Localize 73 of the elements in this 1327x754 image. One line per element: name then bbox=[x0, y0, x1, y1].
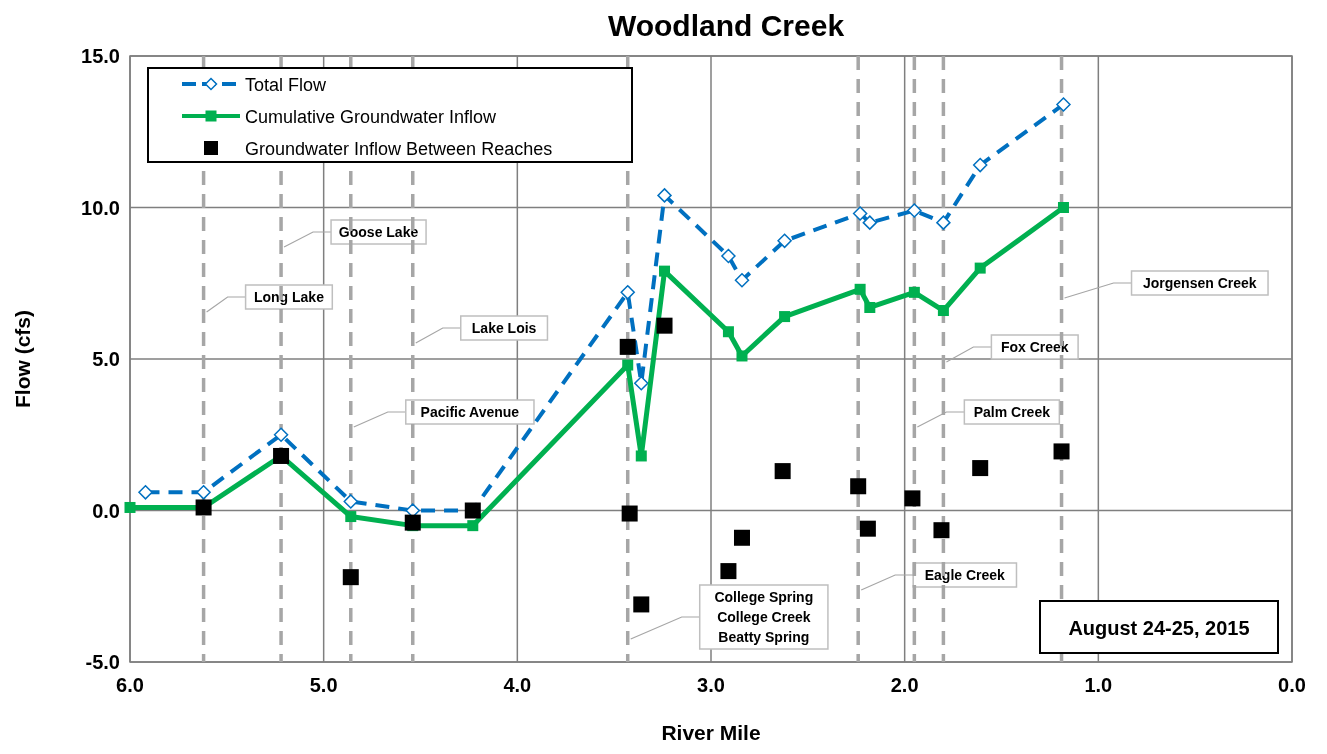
x-tick-label: 6.0 bbox=[116, 674, 144, 696]
ref-line-label: Eagle Creek bbox=[924, 567, 1006, 583]
point bbox=[936, 215, 951, 230]
y-tick-label: -5.0 bbox=[85, 651, 120, 673]
point bbox=[774, 463, 791, 480]
ref-line-label: Goose Lake bbox=[338, 224, 419, 240]
point bbox=[635, 450, 647, 462]
point bbox=[862, 215, 878, 230]
point bbox=[736, 350, 748, 362]
legend-label: Groundwater Inflow Between Reaches bbox=[245, 139, 553, 159]
x-axis-title: River Mile bbox=[661, 721, 761, 744]
point bbox=[779, 311, 791, 323]
point bbox=[777, 233, 792, 249]
point bbox=[467, 520, 479, 532]
point bbox=[852, 206, 868, 221]
ref-line-label: Lake Lois bbox=[471, 320, 537, 336]
point bbox=[974, 262, 986, 274]
point bbox=[850, 478, 867, 495]
ref-line-label: Palm Creek bbox=[973, 404, 1051, 420]
point bbox=[659, 265, 671, 277]
ref-line-label: Fox Creek bbox=[1000, 339, 1069, 355]
point bbox=[633, 596, 650, 613]
y-axis-title: Flow (cfs) bbox=[11, 310, 34, 408]
point bbox=[345, 511, 357, 523]
point bbox=[734, 272, 750, 288]
point bbox=[343, 494, 359, 509]
annotation: August 24-25, 2015 bbox=[1068, 617, 1250, 639]
point bbox=[972, 460, 989, 477]
point bbox=[908, 286, 920, 298]
point bbox=[634, 375, 649, 391]
point bbox=[622, 359, 634, 371]
point bbox=[722, 326, 734, 338]
point bbox=[937, 305, 949, 317]
point bbox=[196, 485, 211, 500]
point bbox=[907, 203, 922, 218]
point bbox=[854, 283, 866, 295]
point bbox=[720, 563, 737, 580]
ref-line-label: College Spring College Creek Beatty Spring bbox=[714, 589, 814, 645]
y-tick-label: 0.0 bbox=[92, 499, 120, 522]
x-tick-label: 1.0 bbox=[1084, 674, 1113, 696]
y-tick-label: 15.0 bbox=[81, 45, 120, 67]
point bbox=[620, 285, 635, 300]
point bbox=[721, 248, 736, 264]
x-tick-label: 5.0 bbox=[309, 674, 338, 696]
x-tick-label: 3.0 bbox=[697, 674, 725, 696]
point bbox=[619, 338, 636, 355]
point bbox=[138, 485, 153, 500]
point bbox=[1053, 443, 1070, 460]
point bbox=[1056, 97, 1071, 112]
point bbox=[342, 569, 359, 586]
point bbox=[733, 529, 750, 546]
ref-line-label: Pacific Avenue bbox=[420, 404, 520, 420]
point bbox=[933, 522, 950, 539]
legend-label: Total Flow bbox=[245, 75, 328, 95]
x-tick-label: 0.0 bbox=[1278, 674, 1306, 696]
point bbox=[1057, 202, 1069, 213]
point bbox=[657, 188, 672, 203]
point bbox=[864, 301, 876, 313]
y-tick-label: 5.0 bbox=[92, 348, 120, 370]
point bbox=[859, 520, 876, 537]
point bbox=[124, 501, 136, 513]
point bbox=[972, 157, 988, 173]
ref-line-label: Jorgensen Creek bbox=[1142, 275, 1257, 291]
chart-title: Woodland Creek bbox=[607, 9, 845, 42]
point bbox=[656, 317, 673, 334]
point bbox=[404, 514, 421, 531]
point bbox=[621, 505, 638, 522]
legend-label: Cumulative Groundwater Inflow bbox=[245, 107, 498, 127]
y-tick-label: 10.0 bbox=[81, 196, 120, 219]
x-tick-label: 4.0 bbox=[503, 674, 532, 696]
x-tick-label: 2.0 bbox=[890, 674, 919, 696]
point bbox=[904, 490, 921, 507]
point bbox=[273, 427, 289, 442]
